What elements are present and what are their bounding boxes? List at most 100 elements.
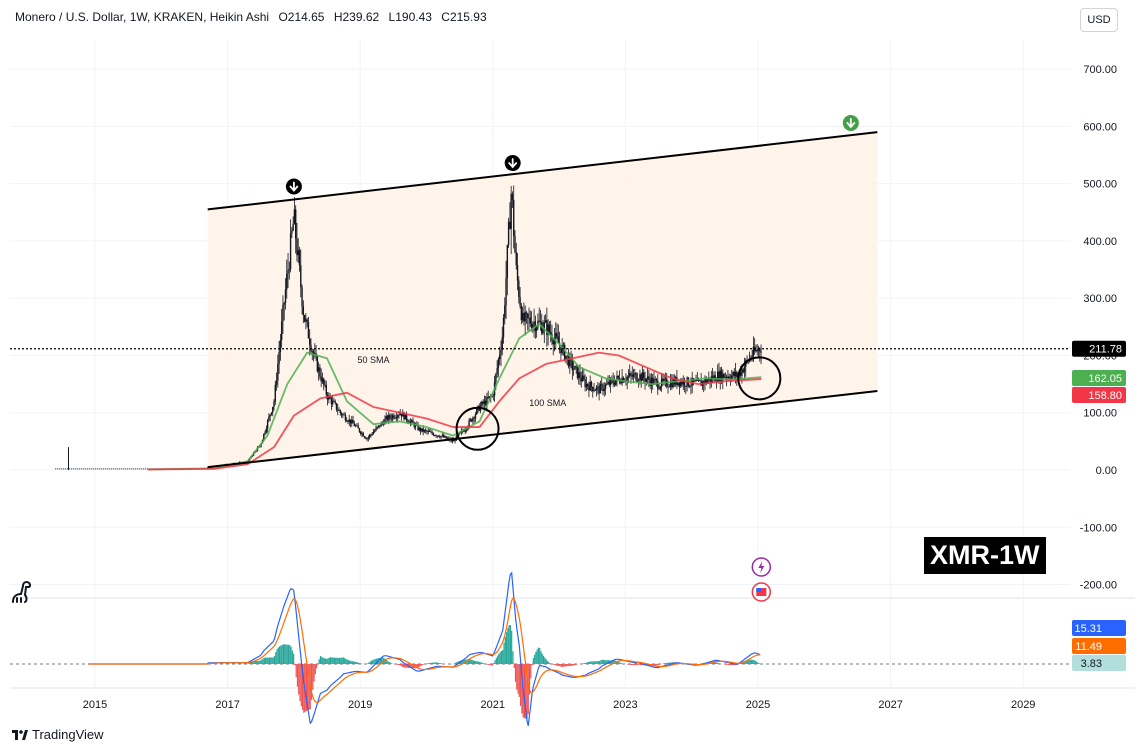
candle-body: [441, 435, 444, 437]
candle-body: [394, 417, 396, 419]
candle-body: [427, 431, 429, 433]
macd-histogram-bar: [499, 652, 501, 664]
candle-body: [755, 350, 757, 352]
macd-histogram-bar: [732, 664, 735, 666]
macd-histogram-bar: [384, 659, 387, 664]
macd-histogram-bar: [746, 660, 749, 664]
macd-histogram-bar: [489, 664, 491, 666]
x-tick-label: 2027: [878, 699, 902, 711]
candle-body: [385, 416, 387, 420]
macd-histogram-bar: [312, 664, 314, 690]
candle-body: [484, 400, 487, 406]
candle-body: [655, 379, 658, 381]
macd-histogram-bar: [433, 662, 435, 664]
candle-body: [347, 421, 349, 423]
candle-body: [305, 319, 307, 322]
channel-upper-line[interactable]: [207, 131, 878, 211]
candle-body: [606, 383, 608, 385]
candle-body: [562, 344, 565, 346]
macd-histogram-bar: [634, 664, 636, 666]
candle-body: [380, 422, 382, 427]
candle-body: [671, 381, 673, 388]
macd-histogram-bar: [512, 651, 514, 664]
candle-body: [370, 434, 372, 436]
macd-histogram-bar: [286, 644, 288, 664]
currency-button[interactable]: USD: [1080, 8, 1118, 32]
macd-histogram-bar: [583, 663, 585, 664]
macd-histogram-bar: [497, 655, 499, 664]
candle-body: [579, 372, 581, 379]
macd-histogram-bar: [572, 664, 574, 666]
candle-body: [367, 437, 370, 439]
close-value: C215.93: [441, 10, 487, 24]
tradingview-logo[interactable]: TradingView: [12, 727, 104, 742]
macd-histogram-bar: [637, 664, 639, 665]
macd-histogram-bar: [461, 660, 463, 664]
candle-body: [442, 435, 445, 438]
candle-body: [409, 421, 412, 424]
macd-histogram-bar: [504, 636, 506, 664]
candle-body: [464, 429, 466, 432]
candle-body: [603, 389, 605, 392]
candle-body: [498, 354, 501, 360]
macd-histogram-bar: [267, 657, 269, 664]
candle-body: [298, 250, 301, 266]
x-tick-label: 2015: [83, 699, 107, 711]
candle-body: [360, 431, 362, 434]
candle-body: [328, 395, 330, 400]
macd-histogram-bar: [541, 653, 543, 664]
candle-body: [533, 321, 535, 324]
candle-body: [275, 380, 278, 385]
macd-histogram-bar: [636, 664, 638, 665]
macd-histogram-bar: [725, 664, 727, 665]
macd-histogram-bar: [321, 656, 323, 664]
macd-histogram-bar: [419, 664, 421, 667]
candle-body: [657, 380, 659, 389]
macd-histogram-bar: [627, 664, 629, 665]
y-tick-label: -100.00: [1080, 522, 1117, 534]
candle-body: [269, 414, 271, 417]
candle-body: [604, 384, 607, 390]
down-arrow-icon-glyph: [846, 118, 856, 129]
macd-histogram-bar: [253, 661, 255, 664]
candle-body: [556, 332, 558, 337]
candle-body: [515, 252, 517, 266]
candle-body: [739, 372, 742, 376]
macd-histogram-bar: [591, 661, 593, 664]
candle-body: [583, 375, 585, 380]
candle-body: [529, 317, 531, 324]
candle-body: [263, 433, 265, 440]
macd-histogram-bar: [570, 664, 573, 666]
candle-body: [504, 305, 506, 318]
candle-body: [653, 379, 655, 385]
channel-lower-line[interactable]: [207, 389, 878, 469]
macd-histogram-bar: [430, 662, 432, 664]
candle-body: [330, 398, 333, 405]
macd-histogram-bar: [536, 649, 538, 664]
candle-body: [514, 235, 516, 253]
macd-histogram-bar: [261, 659, 263, 664]
macd-histogram-bar: [486, 664, 489, 665]
candle-body: [353, 423, 356, 427]
macd-histogram-bar: [294, 664, 296, 666]
candle-body: [759, 348, 761, 352]
macd-histogram-bar: [470, 659, 472, 664]
tradingview-brand: TradingView: [32, 727, 104, 742]
dino-icon[interactable]: [9, 578, 35, 606]
candle-body: [557, 336, 560, 343]
open-value: O214.65: [278, 10, 325, 24]
candle-body: [433, 435, 436, 437]
macd-histogram-bar: [303, 664, 305, 713]
macd-histogram-bar: [388, 662, 390, 664]
macd-histogram-bar: [472, 660, 475, 664]
macd-histogram-bar: [628, 664, 630, 665]
candle-body: [265, 428, 268, 433]
macd-histogram-bar: [400, 664, 402, 666]
candle-body: [497, 359, 500, 369]
candle-body: [384, 419, 386, 425]
candle-body: [704, 379, 706, 385]
macd-histogram-bar: [600, 660, 602, 664]
candle-body: [414, 424, 417, 428]
candle-body: [335, 403, 338, 410]
